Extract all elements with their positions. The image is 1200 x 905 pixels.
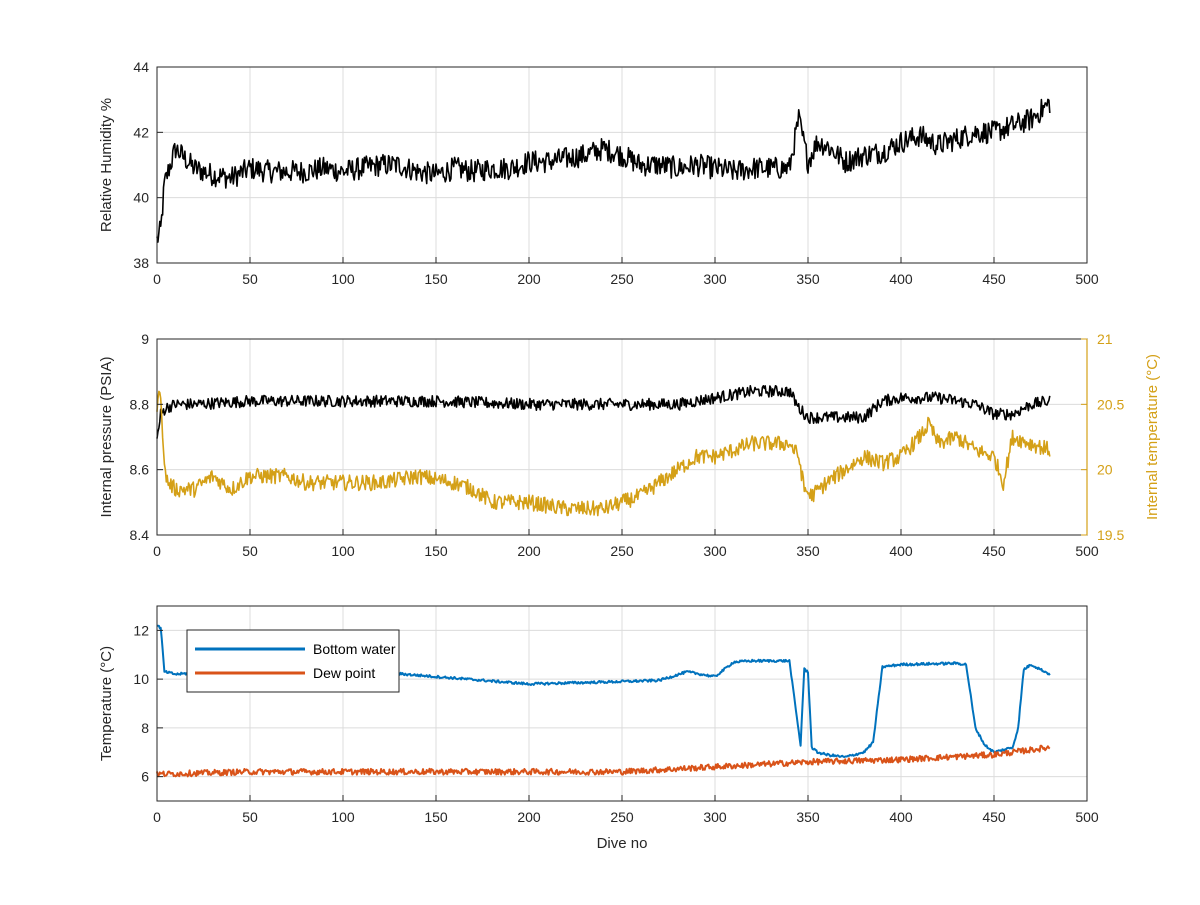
x-tick-label: 0 bbox=[153, 809, 161, 825]
x-tick-label: 350 bbox=[796, 543, 820, 559]
chart-panel-2: 0 50 100 150 200 250 300 350 400 450 500 8.4 8.6 8.8 9… bbox=[98, 331, 1161, 559]
series-line-dew-point bbox=[156, 744, 1051, 778]
x-tick-label: 150 bbox=[424, 809, 448, 825]
series-line-2-2 bbox=[156, 390, 1051, 517]
x-tick-label: 400 bbox=[889, 809, 913, 825]
x-tick-label: 100 bbox=[331, 543, 355, 559]
series-line-1-1 bbox=[156, 98, 1051, 243]
x-tick-label: 100 bbox=[331, 271, 355, 287]
y-right-axis-label: Internal temperature (°C) bbox=[1144, 354, 1161, 520]
x-tick-label: 500 bbox=[1075, 543, 1099, 559]
y-tick-label: 8 bbox=[141, 720, 149, 736]
y-tick-label: 38 bbox=[133, 255, 149, 271]
legend-entry: Dew point bbox=[313, 665, 375, 681]
x-tick-label: 0 bbox=[153, 543, 161, 559]
x-tick-label: 200 bbox=[517, 271, 541, 287]
x-tick-label: 50 bbox=[242, 271, 258, 287]
y-tick-label: 42 bbox=[133, 124, 149, 140]
legend: Bottom water Dew point bbox=[186, 629, 400, 693]
y-tick-label: 10 bbox=[133, 671, 149, 687]
x-tick-label: 250 bbox=[610, 271, 634, 287]
y-axis-label: Internal pressure (PSIA) bbox=[98, 357, 115, 518]
y-tick-label: 44 bbox=[133, 59, 149, 75]
y-tick-label: 6 bbox=[141, 769, 149, 785]
x-tick-label: 450 bbox=[982, 271, 1006, 287]
x-tick-label: 0 bbox=[153, 271, 161, 287]
y-right-tick-label: 20 bbox=[1097, 462, 1113, 478]
x-tick-label: 350 bbox=[796, 809, 820, 825]
x-tick-label: 200 bbox=[517, 543, 541, 559]
series-line-2-1 bbox=[156, 384, 1051, 439]
x-tick-label: 400 bbox=[889, 271, 913, 287]
x-tick-label: 300 bbox=[703, 543, 727, 559]
chart-panel-1: 0 50 100 150 200 250 300 350 400 450 500 38 40 42 44 Re… bbox=[98, 59, 1099, 287]
x-tick-label: 50 bbox=[242, 809, 258, 825]
y-tick-label: 40 bbox=[133, 190, 149, 206]
y-right-tick-label: 20.5 bbox=[1097, 396, 1124, 412]
x-tick-label: 200 bbox=[517, 809, 541, 825]
x-tick-label: 300 bbox=[703, 271, 727, 287]
x-tick-label: 450 bbox=[982, 809, 1006, 825]
x-tick-label: 400 bbox=[889, 543, 913, 559]
x-tick-label: 500 bbox=[1075, 271, 1099, 287]
x-tick-label: 500 bbox=[1075, 809, 1099, 825]
x-tick-label: 50 bbox=[242, 543, 258, 559]
x-tick-label: 150 bbox=[424, 271, 448, 287]
y-tick-label: 8.6 bbox=[130, 462, 150, 478]
chart-panel-3: 0 50 100 150 200 250 300 350 400 450 500 6 8 10 12 Temp… bbox=[98, 605, 1099, 852]
y-tick-label: 9 bbox=[141, 331, 149, 347]
y-tick-label: 8.8 bbox=[130, 396, 150, 412]
x-tick-label: 300 bbox=[703, 809, 727, 825]
legend-entry: Bottom water bbox=[313, 641, 396, 657]
y-tick-label: 8.4 bbox=[130, 527, 150, 543]
x-tick-label: 100 bbox=[331, 809, 355, 825]
x-tick-label: 150 bbox=[424, 543, 448, 559]
x-tick-label: 350 bbox=[796, 271, 820, 287]
x-tick-label: 250 bbox=[610, 809, 634, 825]
x-tick-label: 450 bbox=[982, 543, 1006, 559]
x-tick-label: 250 bbox=[610, 543, 634, 559]
y-tick-label: 12 bbox=[133, 622, 149, 638]
y-axis-label: Relative Humidity % bbox=[98, 98, 115, 232]
y-right-tick-label: 21 bbox=[1097, 331, 1113, 347]
y-axis-label: Temperature (°C) bbox=[98, 646, 115, 761]
y-right-tick-label: 19.5 bbox=[1097, 527, 1124, 543]
x-axis-label: Dive no bbox=[597, 835, 648, 852]
legend-box bbox=[186, 629, 400, 693]
